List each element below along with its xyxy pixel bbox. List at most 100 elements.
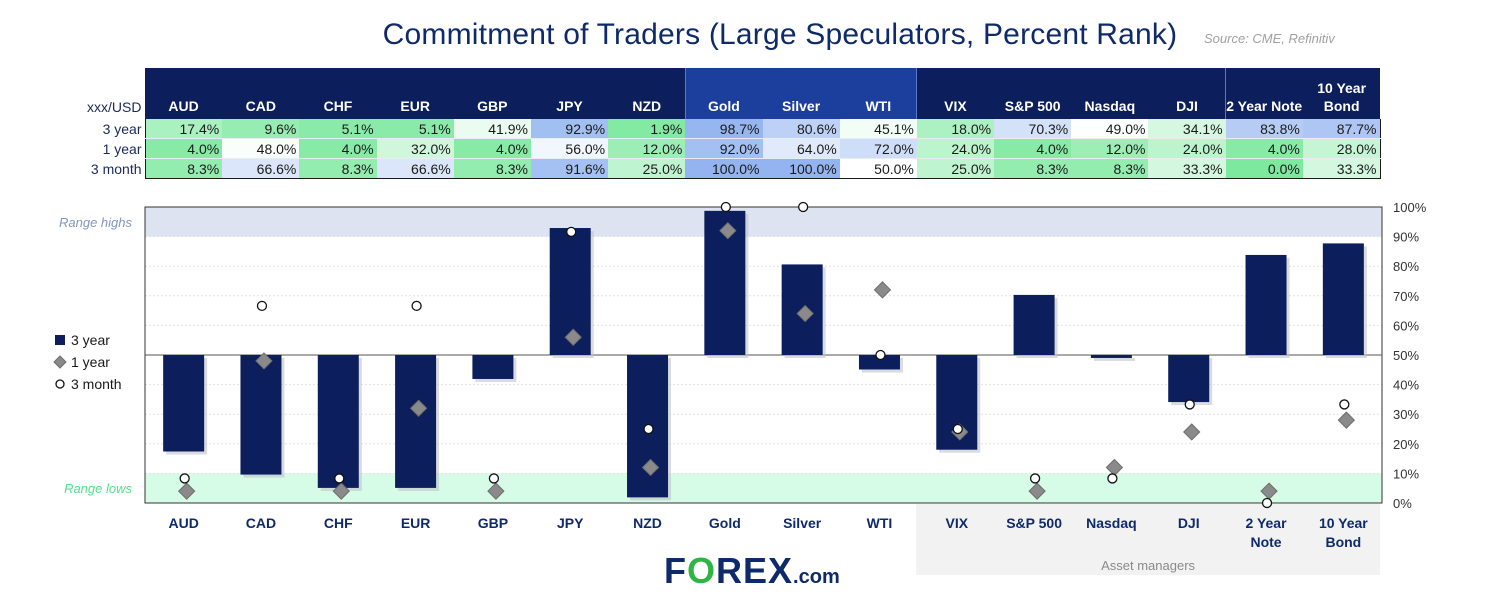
table-header-s-p-500: S&P 500 [993, 68, 1072, 119]
point-1year-gold [719, 221, 737, 240]
x-label-10-year-bond: 10 Year Bond [1319, 515, 1368, 550]
row-label: 1 year [102, 140, 142, 157]
y-tick-label: 50% [1393, 348, 1419, 363]
table-cell: 4.0% [1225, 138, 1303, 159]
chart-title: Commitment of Traders (Large Speculators… [382, 18, 1178, 51]
table-cell: 1.9% [608, 119, 686, 139]
point-1year-silver [796, 304, 814, 323]
table-row: 3 year 17.4% 9.6% 5.1% 5.1% 41.9% 92.9% 1.9% 98.… [78, 119, 1381, 139]
table-header-vix: VIX [916, 68, 995, 119]
table-cell: 28.0% [1302, 138, 1381, 159]
table-row: 3 month 8.3% 66.6% 8.3% 66.6% 8.3% 91.6% 25.0% 1… [78, 158, 1381, 179]
point-3month-2-year-note [1261, 497, 1273, 509]
table-cell: 66.6% [222, 158, 300, 179]
table-cell: 12.0% [608, 138, 686, 159]
point-1year-aud [177, 482, 196, 500]
legend-swatch-3month [55, 379, 65, 389]
bar-3year-s-p-500 [1013, 294, 1055, 355]
x-label-nzd: NZD [633, 515, 662, 531]
point-1year-dji [1183, 423, 1201, 441]
table-cell: 41.9% [453, 119, 531, 139]
table-cell: 4.0% [994, 138, 1072, 159]
table-cell: 34.1% [1148, 119, 1226, 139]
table-cell: 8.3% [299, 158, 377, 179]
asset-managers-label: Asset managers [1101, 558, 1195, 573]
table-cell: 5.1% [299, 119, 377, 139]
point-3month-vix [952, 423, 963, 435]
bar-3year-nasdaq [1090, 355, 1132, 358]
point-3month-s-p-500 [1029, 473, 1041, 484]
legend-label-1year: 1 year [71, 354, 110, 370]
table-cell: 25.0% [916, 158, 995, 179]
table-cell: 18.0% [916, 119, 995, 139]
forex-logo: FOREX.com [664, 550, 840, 591]
table-header-nasdaq: Nasdaq [1070, 68, 1149, 119]
table-cell: 8.3% [1071, 158, 1149, 179]
table-cell: 91.6% [530, 158, 609, 179]
table-body: 3 year 17.4% 9.6% 5.1% 5.1% 41.9% 92.9% 1.9% 98.… [78, 119, 1381, 179]
table-header-eur: EUR [376, 68, 454, 119]
table-cell: 24.0% [916, 138, 995, 159]
table-cell: 100.0% [685, 158, 763, 179]
point-3month-nzd [643, 423, 654, 435]
x-label-vix: VIX [945, 515, 968, 531]
x-label-eur: EUR [401, 515, 431, 531]
bar-3year-aud [163, 355, 205, 452]
point-3month-dji [1184, 399, 1195, 410]
point-1year-s-p-500 [1028, 482, 1046, 500]
table-cell: 100.0% [762, 158, 840, 179]
table-cell: 32.0% [376, 138, 454, 159]
point-1year-10-year-bond [1337, 411, 1356, 429]
legend-label-3month: 3 month [71, 376, 122, 392]
row-label: 3 month [90, 160, 142, 177]
cot-chart: Asset managers Range highs Range lows 0% 10%… [53, 200, 1427, 575]
table-header-10-year-bond: 10 Year Bond [1302, 68, 1380, 119]
point-1year-gbp [487, 482, 505, 500]
point-1year-cad [255, 352, 273, 370]
x-label-chf: CHF [324, 515, 353, 531]
bar-3year-10-year-bond [1322, 243, 1364, 355]
point-1year-wti [873, 281, 892, 299]
point-3month-silver [798, 201, 809, 213]
table-corner-label: xxx/USD [78, 68, 145, 119]
bar-3year-cad [240, 355, 282, 475]
table-header-2-year-note: 2 Year Note [1225, 68, 1303, 119]
table-cell: 33.3% [1302, 158, 1381, 179]
legend-swatch-3year [55, 335, 65, 345]
point-1year-chf [332, 482, 350, 500]
table-header-cad: CAD [221, 68, 300, 119]
point-3month-jpy [566, 226, 577, 238]
bar-shadow [1093, 358, 1135, 361]
point-3month-gbp [488, 473, 500, 484]
point-3month-eur [411, 300, 422, 312]
y-tick-label: 60% [1393, 318, 1419, 333]
bar-3year-dji [1168, 355, 1210, 403]
band-label-range-highs: Range highs [59, 215, 132, 230]
x-label-cad: CAD [246, 515, 276, 531]
table-header-wti: WTI [839, 68, 917, 119]
y-tick-label: 70% [1393, 289, 1419, 304]
point-3month-aud [179, 473, 190, 484]
bar-3year-chf [317, 355, 359, 488]
band-range-highs [145, 207, 1382, 237]
table-cell: 66.6% [376, 158, 454, 179]
table-cell: 56.0% [530, 138, 609, 159]
point-1year-nasdaq [1105, 458, 1124, 477]
table-cell: 17.4% [144, 119, 223, 139]
y-tick-label: 90% [1393, 230, 1419, 245]
y-tick-label: 40% [1393, 378, 1419, 393]
cot-data-table: xxx/USD AUD CAD CHF EUR GBP JPY NZD Gold Silver W… [78, 68, 1381, 179]
table-cell: 92.9% [530, 119, 609, 139]
table-header-gbp: GBP [453, 68, 531, 119]
x-label-nasdaq: Nasdaq [1086, 515, 1137, 531]
point-3month-cad [256, 300, 268, 312]
point-3month-wti [875, 349, 886, 361]
table-cell: 12.0% [1071, 138, 1149, 159]
table-cell: 8.3% [453, 158, 531, 179]
x-label-jpy: JPY [557, 515, 584, 531]
table-cell: 50.0% [839, 158, 917, 179]
x-label-gold: Gold [709, 515, 741, 531]
table-cell: 4.0% [144, 138, 223, 159]
table-cell: 9.6% [222, 119, 300, 139]
point-3month-chf [334, 473, 345, 484]
